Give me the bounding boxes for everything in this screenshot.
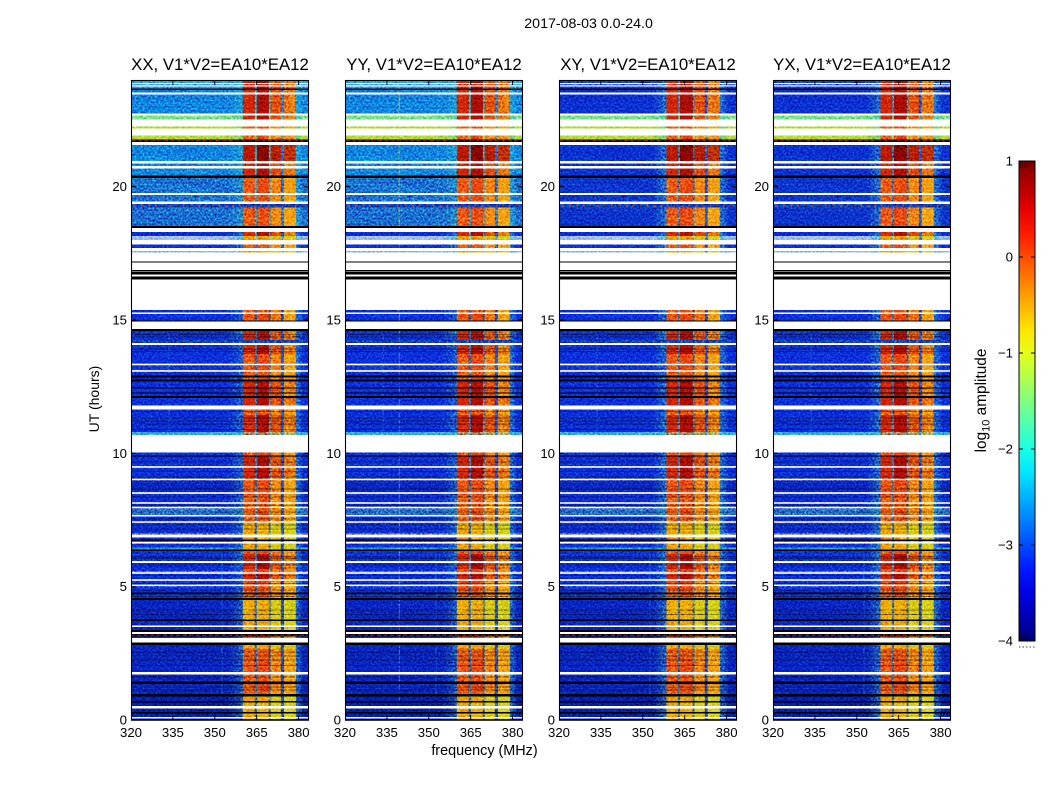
svg-text:20: 20 xyxy=(754,179,769,194)
svg-text:0: 0 xyxy=(1006,249,1013,264)
svg-text:−3: −3 xyxy=(998,537,1013,552)
svg-text:YX, V1*V2=EA10*EA12: YX, V1*V2=EA10*EA12 xyxy=(773,55,951,74)
svg-text:XY, V1*V2=EA10*EA12: XY, V1*V2=EA10*EA12 xyxy=(560,55,736,74)
svg-text:0: 0 xyxy=(120,713,127,728)
svg-text:320: 320 xyxy=(334,725,356,740)
svg-text:YY, V1*V2=EA10*EA12: YY, V1*V2=EA10*EA12 xyxy=(346,55,522,74)
svg-text:320: 320 xyxy=(548,725,570,740)
svg-text:365: 365 xyxy=(246,725,268,740)
svg-text:335: 335 xyxy=(376,725,398,740)
svg-text:20: 20 xyxy=(540,179,555,194)
svg-text:0: 0 xyxy=(548,713,555,728)
svg-text:365: 365 xyxy=(674,725,696,740)
svg-text:frequency (MHz): frequency (MHz) xyxy=(431,743,537,759)
svg-text:335: 335 xyxy=(162,725,184,740)
svg-text:10: 10 xyxy=(540,446,555,461)
svg-text:10: 10 xyxy=(112,446,127,461)
svg-text:365: 365 xyxy=(460,725,482,740)
svg-text:XX, V1*V2=EA10*EA12: XX, V1*V2=EA10*EA12 xyxy=(131,55,309,74)
svg-text:10: 10 xyxy=(326,446,341,461)
svg-text:5: 5 xyxy=(334,579,341,594)
svg-text:350: 350 xyxy=(632,725,654,740)
svg-text:335: 335 xyxy=(590,725,612,740)
svg-text:15: 15 xyxy=(112,313,127,328)
svg-text:2017-08-03 0.0-24.0: 2017-08-03 0.0-24.0 xyxy=(524,16,653,32)
svg-text:380: 380 xyxy=(930,725,952,740)
svg-text:15: 15 xyxy=(326,313,341,328)
svg-text:0: 0 xyxy=(762,713,769,728)
svg-text:−1: −1 xyxy=(998,345,1013,360)
svg-text:380: 380 xyxy=(502,725,524,740)
svg-text:5: 5 xyxy=(120,579,127,594)
svg-text:1: 1 xyxy=(1006,153,1013,168)
svg-text:5: 5 xyxy=(548,579,555,594)
svg-text:−2: −2 xyxy=(998,441,1013,456)
svg-text:log10 amplitude: log10 amplitude xyxy=(973,349,992,453)
svg-text:380: 380 xyxy=(288,725,310,740)
svg-text:15: 15 xyxy=(754,313,769,328)
svg-text:UT (hours): UT (hours) xyxy=(86,366,102,433)
svg-text:5: 5 xyxy=(762,579,769,594)
svg-text:335: 335 xyxy=(804,725,826,740)
svg-text:20: 20 xyxy=(326,179,341,194)
svg-text:0: 0 xyxy=(334,713,341,728)
svg-text:10: 10 xyxy=(754,446,769,461)
svg-text:−4: −4 xyxy=(998,633,1013,648)
svg-text:320: 320 xyxy=(120,725,142,740)
svg-text:350: 350 xyxy=(418,725,440,740)
svg-text:20: 20 xyxy=(112,179,127,194)
svg-text:320: 320 xyxy=(762,725,784,740)
svg-text:350: 350 xyxy=(846,725,868,740)
svg-text:365: 365 xyxy=(888,725,910,740)
svg-text:15: 15 xyxy=(540,313,555,328)
svg-text:350: 350 xyxy=(204,725,226,740)
svg-text:380: 380 xyxy=(716,725,738,740)
